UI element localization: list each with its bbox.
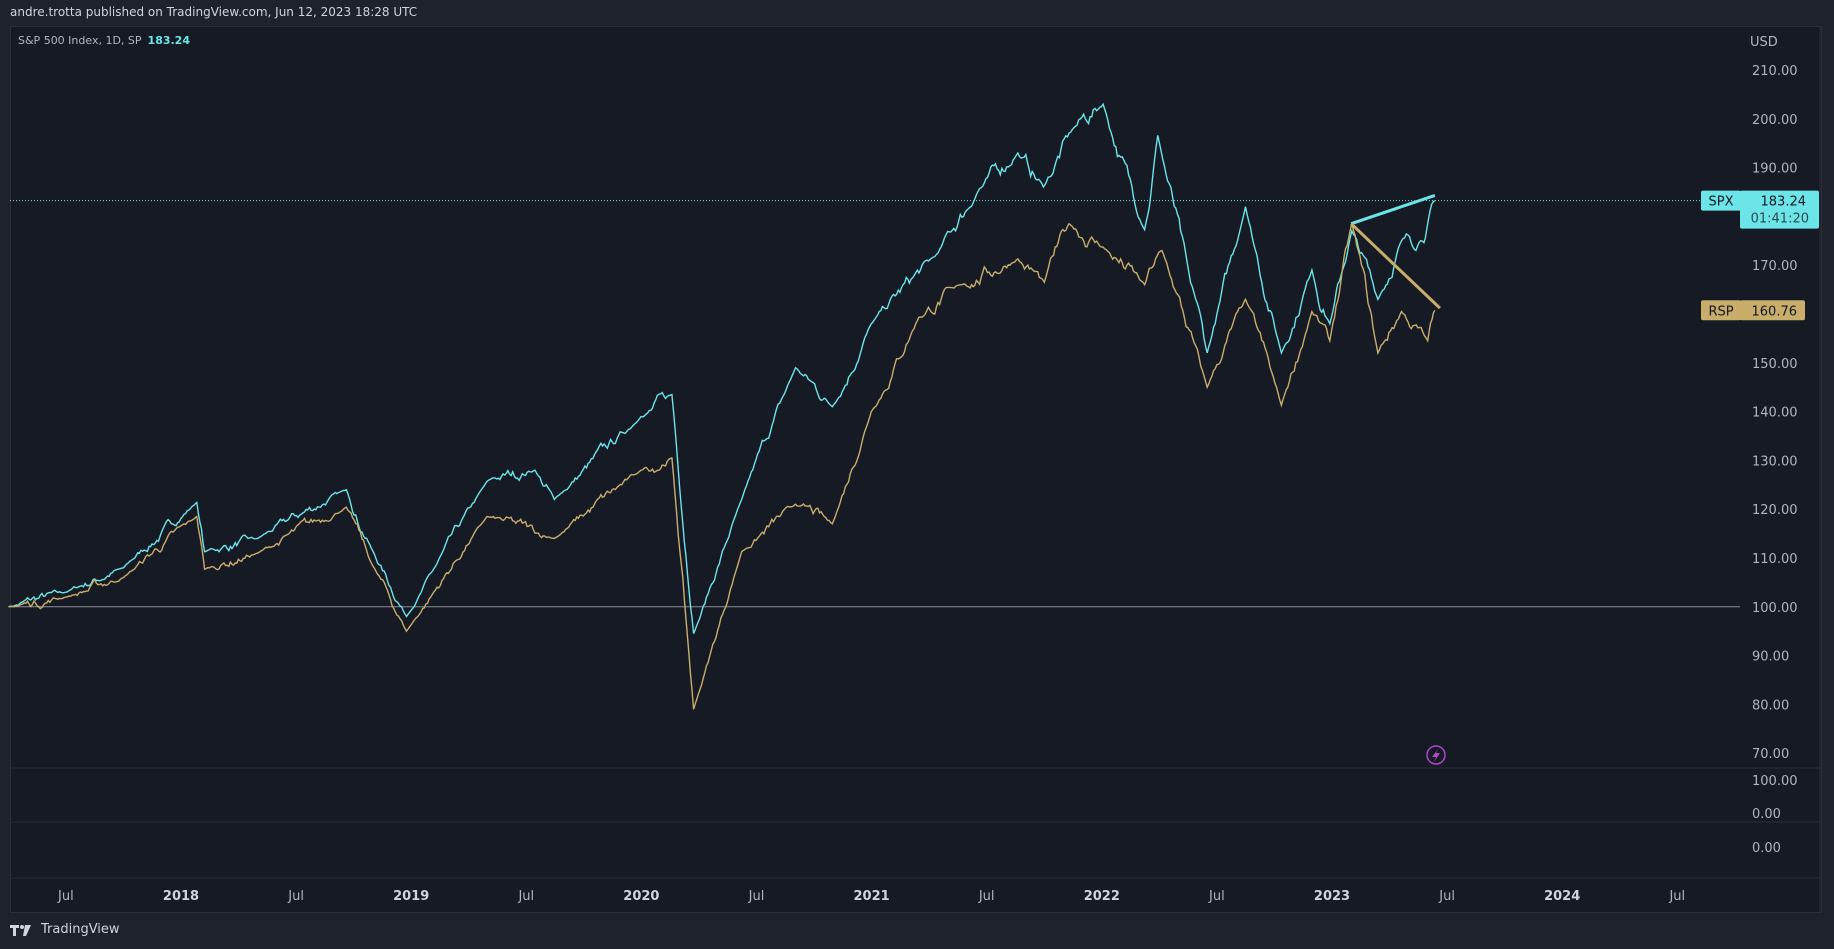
y-tick-label: 200.00 [1752,113,1798,128]
spx-price-label-bg [1740,190,1819,229]
chart-legend: S&P 500 Index, 1D, SP 183.24 [18,34,190,47]
subpane-tick-label: 0.00 [1752,841,1781,856]
x-tick-label: Jul [1438,889,1455,904]
spx-price-label: 183.24 [1761,195,1807,210]
rsp-price-label: 160.76 [1752,304,1798,319]
x-tick-label: Jul [57,889,74,904]
trendline-rsp [1350,222,1441,310]
x-tick-label: Jul [1668,889,1685,904]
legend-title: S&P 500 Index, 1D, SP [18,34,142,47]
footer-brand-label: TradingView [41,922,120,937]
x-tick-label: Jul [1208,889,1225,904]
subpane-tick-label: 0.00 [1752,807,1781,822]
footer-brand[interactable]: TradingView [10,922,120,937]
tradingview-logo-icon [10,924,31,936]
y-tick-label: 210.00 [1752,64,1798,79]
spx-name-label-bg [1701,190,1741,211]
series-line-spx [8,102,1436,634]
spx-countdown-label: 01:41:20 [1751,212,1809,227]
x-tick-label: Jul [748,889,765,904]
x-tick-label: 2024 [1544,889,1580,904]
x-tick-label: 2021 [854,889,890,904]
y-tick-label: 150.00 [1752,357,1798,372]
y-tick-label: 90.00 [1752,650,1789,665]
chart-panel[interactable] [10,26,1822,913]
subpane-tick-label: 100.00 [1752,774,1798,789]
x-tick-label: Jul [517,889,534,904]
rsp-name-label-bg [1701,300,1741,321]
y-tick-label: 170.00 [1752,259,1798,274]
y-axis-unit: USD [1750,35,1778,50]
rsp-price-label-bg [1740,300,1805,321]
x-tick-label: 2023 [1314,889,1350,904]
legend-value: 183.24 [147,34,190,47]
x-tick-label: 2019 [393,889,429,904]
y-tick-label: 120.00 [1752,503,1798,518]
x-tick-label: Jul [287,889,304,904]
lightning-icon-bolt [1432,749,1440,762]
x-tick-label: 2022 [1084,889,1120,904]
y-tick-label: 140.00 [1752,406,1798,421]
y-tick-label: 110.00 [1752,552,1798,567]
x-tick-label: 2018 [163,889,199,904]
spx-name-label: SPX [1709,195,1734,210]
y-tick-label: 70.00 [1752,747,1789,762]
rsp-name-label: RSP [1708,304,1733,319]
y-tick-label: 130.00 [1752,454,1798,469]
x-tick-label: Jul [978,889,995,904]
y-tick-label: 100.00 [1752,601,1798,616]
y-tick-label: 80.00 [1752,698,1789,713]
trendline-spx [1350,193,1436,226]
published-header: andre.trotta published on TradingView.co… [10,5,418,19]
series-line-rsp [8,222,1436,710]
lightning-icon [1426,745,1446,765]
y-tick-label: 190.00 [1752,162,1798,177]
x-tick-label: 2020 [623,889,659,904]
